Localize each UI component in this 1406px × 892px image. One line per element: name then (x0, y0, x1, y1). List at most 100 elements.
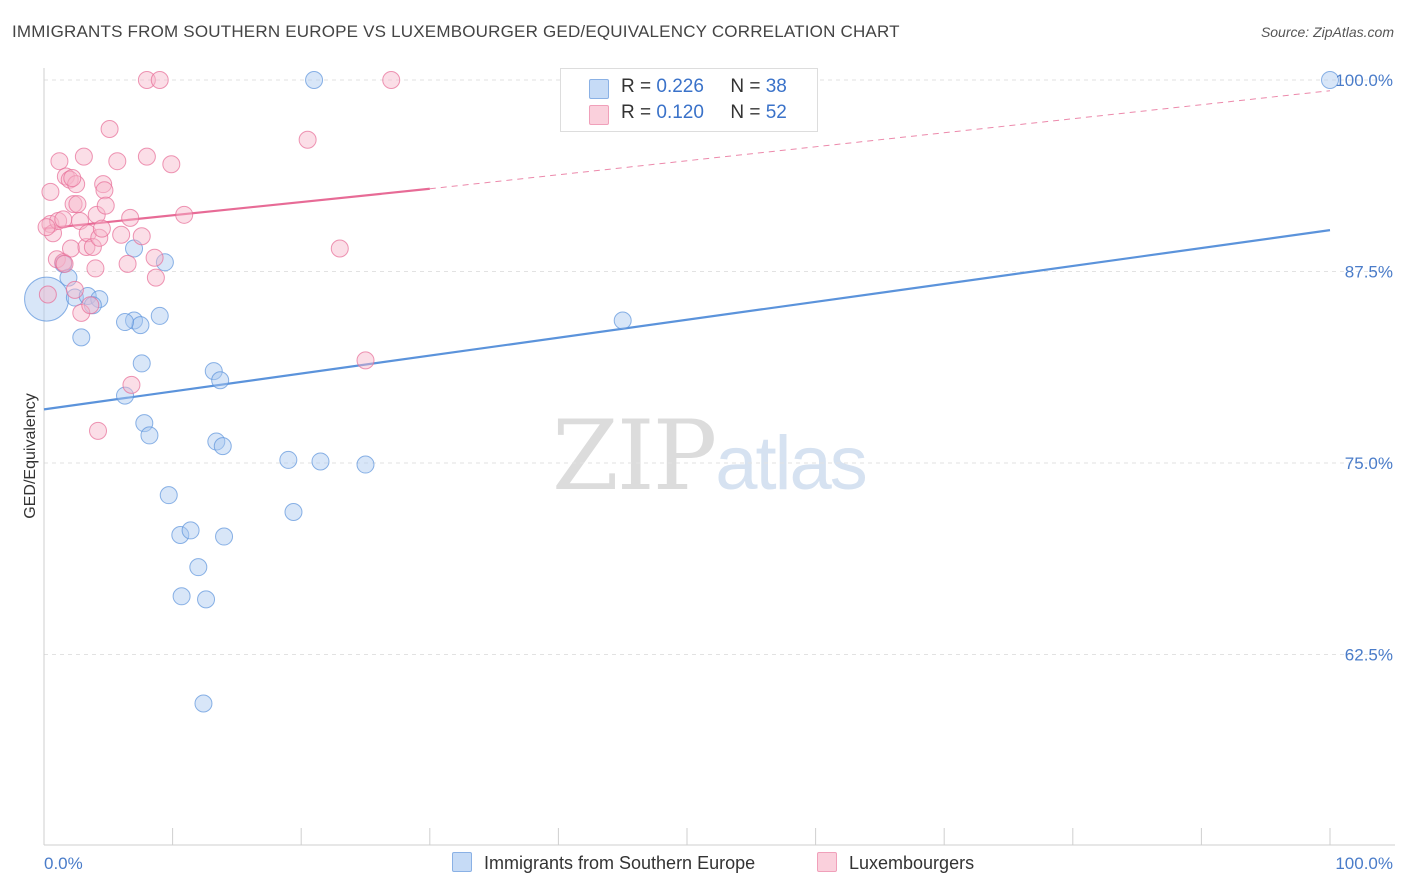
point-southern-europe (207, 432, 226, 451)
grid-lines (44, 79, 1395, 655)
point-luxembourger (118, 254, 137, 273)
legend-n-value: 52 (765, 102, 787, 123)
bottom-legend-label: Immigrants from Southern Europe (484, 853, 756, 873)
point-southern-europe (356, 455, 375, 474)
point-luxembourger (86, 259, 105, 278)
point-southern-europe (284, 503, 303, 522)
point-southern-europe (116, 313, 135, 332)
point-luxembourger (38, 285, 57, 304)
point-luxembourger (122, 375, 141, 394)
point-luxembourger (54, 210, 73, 229)
point-southern-europe (155, 253, 174, 272)
legend-r-value: 0.226 (656, 76, 704, 97)
point-luxembourger (356, 351, 375, 370)
y-axis-label: GED/Equivalency (22, 393, 39, 518)
point-southern-europe (171, 526, 190, 545)
point-southern-europe (279, 450, 298, 469)
point-southern-europe (1321, 71, 1339, 89)
point-luxembourger (100, 120, 119, 139)
point-southern-europe (65, 288, 84, 307)
point-southern-europe (150, 306, 169, 325)
point-southern-europe (197, 590, 216, 609)
bottom-legend-luxembourgers: Luxembourgers (817, 852, 974, 874)
point-southern-europe (116, 386, 135, 405)
point-luxembourger (68, 195, 87, 214)
data-points (24, 71, 1339, 713)
y-tick-label: 87.5% (1345, 263, 1393, 282)
legend-n-label: N = (730, 102, 761, 123)
point-southern-europe (125, 311, 144, 330)
legend-swatch-blue (589, 79, 609, 99)
point-southern-europe (181, 521, 200, 540)
point-luxembourger (175, 205, 194, 224)
point-southern-europe (613, 311, 632, 330)
trend-line-luxembourger (43, 187, 430, 230)
point-luxembourger (146, 268, 165, 287)
point-luxembourger (108, 152, 127, 171)
point-luxembourger (137, 71, 156, 89)
point-luxembourger (77, 237, 96, 256)
point-luxembourger (64, 195, 83, 214)
point-luxembourger (55, 254, 74, 273)
point-luxembourger (112, 225, 131, 244)
legend-r-label: R = (621, 76, 652, 97)
y-tick-label: 75.0% (1345, 454, 1393, 473)
point-luxembourger (87, 205, 106, 224)
point-southern-europe (211, 371, 230, 390)
bottom-legend-label: Luxembourgers (849, 853, 975, 873)
x-tick-label: 100.0% (1335, 854, 1393, 873)
point-luxembourger (81, 296, 100, 315)
point-luxembourger (162, 155, 181, 174)
legend-swatch-pink (589, 105, 609, 125)
point-luxembourger (89, 421, 108, 440)
legend-n-value: 38 (765, 76, 787, 97)
legend-n-label: N = (730, 76, 761, 97)
point-luxembourger (74, 147, 93, 166)
legend-r-value: 0.120 (656, 102, 704, 123)
point-luxembourger (62, 239, 81, 258)
axis-labels: 62.5% 75.0% 87.5% 100.0% 0.0% 100.0% GED/Equiv… (22, 71, 1393, 873)
point-luxembourger (298, 130, 317, 149)
point-luxembourger (63, 169, 82, 188)
point-luxembourger (121, 208, 140, 227)
point-luxembourger (94, 175, 113, 194)
bottom-legend-southern-europe: Immigrants from Southern Europe (452, 852, 755, 874)
trend-line-southern-europe (43, 229, 1331, 411)
point-southern-europe (72, 328, 91, 347)
point-southern-europe (311, 452, 330, 471)
point-luxembourger (137, 147, 156, 166)
trend-line-luxembourger-extension (429, 90, 1331, 190)
point-luxembourger (330, 239, 349, 258)
point-southern-europe (213, 437, 232, 456)
point-luxembourger (78, 224, 97, 243)
point-southern-europe (172, 587, 191, 606)
point-southern-europe (131, 316, 150, 335)
point-luxembourger (41, 182, 60, 201)
point-luxembourger (92, 219, 111, 238)
point-southern-europe (215, 527, 234, 546)
point-luxembourger (150, 71, 169, 89)
point-southern-europe (24, 276, 70, 322)
axes (43, 68, 1395, 846)
point-luxembourger (132, 227, 151, 246)
point-luxembourger (83, 237, 102, 256)
chart-title: IMMIGRANTS FROM SOUTHERN EUROPE VS LUXEM… (12, 22, 900, 41)
y-tick-label: 100.0% (1335, 71, 1393, 90)
point-luxembourger (65, 280, 84, 299)
watermark-zip: ZIP (552, 400, 717, 512)
point-southern-europe (194, 694, 213, 713)
point-luxembourger (72, 303, 91, 322)
point-southern-europe (159, 486, 178, 505)
point-luxembourger (145, 248, 164, 267)
correlation-legend: R = 0.226 N = 38 R = 0.120 N = 52 (560, 68, 818, 132)
y-tick-label: 62.5% (1345, 646, 1393, 665)
bottom-legend-swatch-pink (817, 852, 837, 872)
bottom-legend-swatch-blue (452, 852, 472, 872)
point-southern-europe (189, 558, 208, 577)
point-luxembourger (382, 71, 401, 89)
x-tick-label: 0.0% (44, 854, 83, 873)
source-credit: Source: ZipAtlas.com (1260, 24, 1394, 40)
point-southern-europe (305, 71, 324, 89)
point-southern-europe (132, 354, 151, 373)
